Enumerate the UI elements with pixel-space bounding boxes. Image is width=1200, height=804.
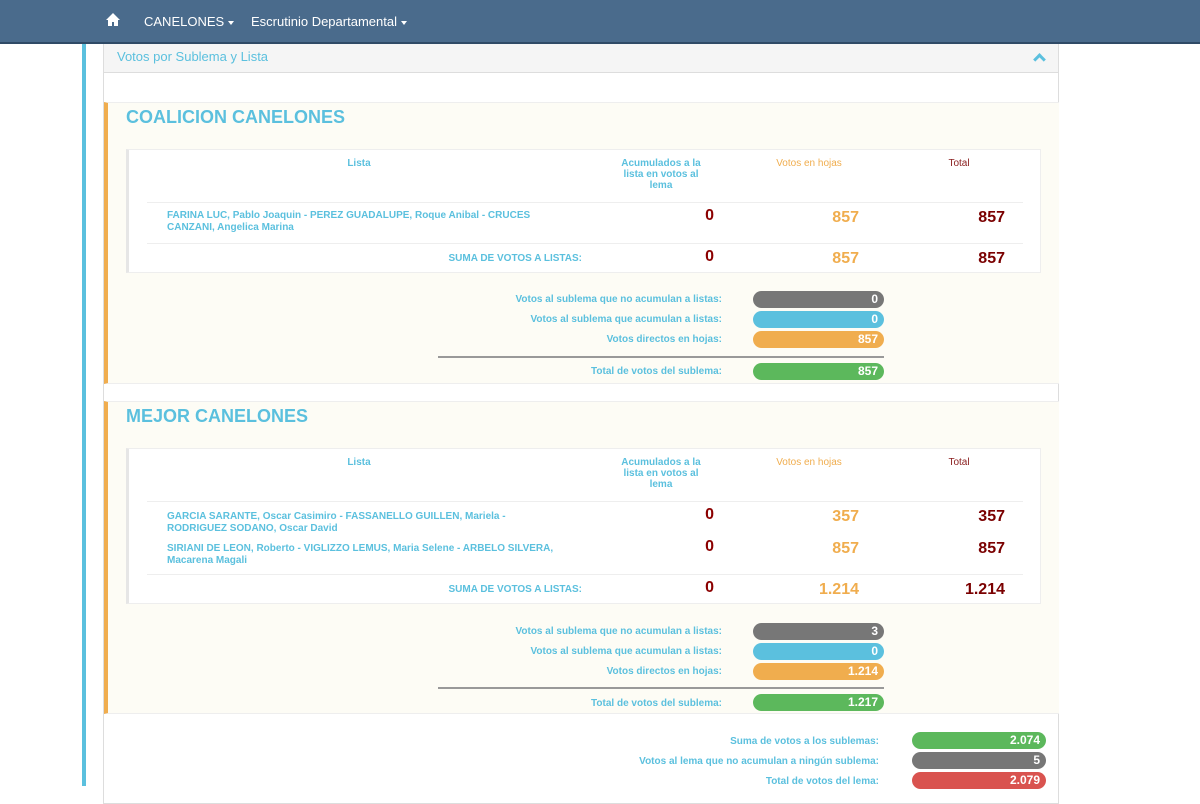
no-acum-badge: 3 bbox=[753, 623, 884, 640]
panel-title: Votos por Sublema y Lista bbox=[117, 49, 269, 64]
no-acum-label: Votos al sublema que no acumulan a lista… bbox=[515, 626, 722, 637]
caret-down-icon bbox=[228, 20, 235, 25]
total-value: 357 bbox=[978, 508, 1005, 525]
no-acum-badge: 0 bbox=[753, 291, 884, 308]
menu-label: Escrutinio Departamental bbox=[251, 14, 397, 29]
directos-badge: 857 bbox=[753, 331, 884, 348]
suma-acum: 0 bbox=[705, 248, 714, 265]
lema-total-label: Total de votos del lema: bbox=[765, 776, 879, 787]
hojas-value: 857 bbox=[832, 209, 859, 226]
suma-hojas: 857 bbox=[832, 250, 859, 267]
header-hojas: Votos en hojas bbox=[776, 158, 842, 169]
dept-dropdown[interactable]: CANELONES bbox=[144, 14, 235, 29]
directos-label: Votos directos en hojas: bbox=[606, 334, 722, 345]
acum-badge: 0 bbox=[753, 643, 884, 660]
chevron-up-icon[interactable] bbox=[1033, 53, 1046, 66]
header-total: Total bbox=[948, 457, 970, 468]
suma-label: SUMA DE VOTOS A LISTAS: bbox=[448, 253, 582, 264]
suma-row: SUMA DE VOTOS A LISTAS: 0 1.214 1.214 bbox=[147, 574, 1023, 604]
sublema-title: MEJOR CANELONES bbox=[126, 406, 309, 426]
total-sublema-label: Total de votos del sublema: bbox=[591, 698, 722, 709]
lema-no-acum-badge: 5 bbox=[912, 752, 1046, 769]
suma-total: 1.214 bbox=[964, 581, 1005, 598]
panel: Votos por Sublema y Lista COALICION CANE… bbox=[103, 44, 1059, 804]
acum-value: 0 bbox=[705, 538, 714, 555]
total-value: 857 bbox=[978, 540, 1005, 557]
lema-total-badge: 2.079 bbox=[912, 772, 1046, 789]
separator bbox=[438, 356, 884, 358]
dept-label: CANELONES bbox=[144, 14, 225, 29]
suma-label: SUMA DE VOTOS A LISTAS: bbox=[448, 584, 582, 595]
total-value: 857 bbox=[978, 209, 1005, 226]
acum-value: 0 bbox=[705, 207, 714, 224]
table-row: FARINA LUC, Pablo Joaquin - PEREZ GUADAL… bbox=[147, 202, 1023, 243]
header-lista: Lista bbox=[347, 457, 371, 468]
lema-suma-label: Suma de votos a los sublemas: bbox=[730, 736, 879, 747]
menu-dropdown[interactable]: Escrutinio Departamental bbox=[251, 14, 407, 29]
sublema-section: MEJOR CANELONES Lista Acumulados a la li… bbox=[104, 401, 1059, 714]
header-acum: Acumulados a la lista en votos al lema bbox=[621, 457, 701, 490]
acum-label: Votos al sublema que acumulan a listas: bbox=[530, 314, 722, 325]
lista-table: Lista Acumulados a la lista en votos al … bbox=[126, 149, 1041, 273]
lista-name: FARINA LUC, Pablo Joaquin - PEREZ GUADAL… bbox=[167, 210, 531, 233]
panel-header[interactable]: Votos por Sublema y Lista bbox=[104, 44, 1058, 73]
total-sublema-label: Total de votos del sublema: bbox=[591, 366, 722, 377]
header-total: Total bbox=[948, 158, 970, 169]
no-acum-label: Votos al sublema que no acumulan a lista… bbox=[515, 294, 722, 305]
header-hojas: Votos en hojas bbox=[776, 457, 842, 468]
lema-suma-badge: 2.074 bbox=[912, 732, 1046, 749]
header-lista: Lista bbox=[347, 158, 371, 169]
suma-row: SUMA DE VOTOS A LISTAS: 0 857 857 bbox=[147, 243, 1023, 273]
header-acum: Acumulados a la lista en votos al lema bbox=[621, 158, 701, 191]
acum-badge: 0 bbox=[753, 311, 884, 328]
suma-hojas: 1.214 bbox=[818, 581, 859, 598]
sublema-section: COALICION CANELONES Lista Acumulados a l… bbox=[104, 102, 1059, 384]
lista-name: SIRIANI DE LEON, Roberto - VIGLIZZO LEMU… bbox=[167, 543, 554, 566]
navbar: CANELONES Escrutinio Departamental bbox=[0, 0, 1200, 44]
directos-badge: 1.214 bbox=[753, 663, 884, 680]
total-sublema-badge: 857 bbox=[753, 363, 884, 380]
lista-table: Lista Acumulados a la lista en votos al … bbox=[126, 448, 1041, 604]
acum-value: 0 bbox=[705, 506, 714, 523]
hojas-value: 357 bbox=[832, 508, 859, 525]
acum-label: Votos al sublema que acumulan a listas: bbox=[530, 646, 722, 657]
lema-no-acum-label: Votos al lema que no acumulan a ningún s… bbox=[639, 756, 879, 767]
timeline-bar bbox=[82, 44, 86, 786]
home-icon[interactable] bbox=[106, 13, 120, 26]
directos-label: Votos directos en hojas: bbox=[606, 666, 722, 677]
table-row: GARCIA SARANTE, Oscar Casimiro - FASSANE… bbox=[147, 501, 1023, 574]
hojas-value: 857 bbox=[832, 540, 859, 557]
suma-total: 857 bbox=[978, 250, 1005, 267]
suma-acum: 0 bbox=[705, 579, 714, 596]
caret-down-icon bbox=[400, 20, 407, 25]
separator bbox=[438, 687, 884, 689]
sublema-title: COALICION CANELONES bbox=[126, 107, 346, 127]
lista-name: GARCIA SARANTE, Oscar Casimiro - FASSANE… bbox=[167, 511, 506, 534]
total-sublema-badge: 1.217 bbox=[753, 694, 884, 711]
